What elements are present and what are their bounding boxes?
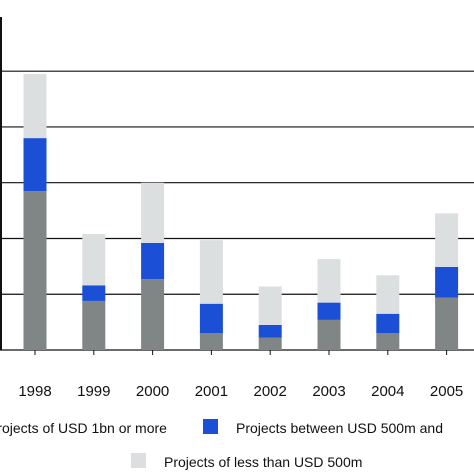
bar-1999-series-1 xyxy=(82,285,106,301)
bar-2001-series-0 xyxy=(199,333,223,350)
bar-2003-series-0 xyxy=(317,319,341,350)
bars xyxy=(23,73,459,350)
bar-1998-series-0 xyxy=(23,191,47,350)
bar-2005-series-2 xyxy=(435,213,459,267)
legend-swatch-1 xyxy=(203,419,218,434)
bar-1999-series-2 xyxy=(82,234,106,286)
legend-label-1: Projects between USD 500m and xyxy=(236,420,443,436)
x-tick-label-2004: 2004 xyxy=(371,383,404,400)
x-tick-labels: 1998 1999 2000 2001 2002 2003 2004 2005 xyxy=(18,350,463,400)
bar-2003-series-1 xyxy=(317,302,341,320)
bar-2005-series-0 xyxy=(435,297,459,350)
bar-2000-series-0 xyxy=(141,279,165,350)
bar-2000-series-2 xyxy=(141,182,165,243)
bar-2001-series-2 xyxy=(199,240,223,304)
x-tick-label-2002: 2002 xyxy=(254,383,287,400)
x-tick-label-2005: 2005 xyxy=(430,383,463,400)
bar-2004-series-2 xyxy=(376,275,400,314)
bar-2002-series-0 xyxy=(258,337,282,350)
legend: Projects of USD 1bn or more Projects betw… xyxy=(0,419,443,470)
legend-label-2: Projects of less than USD 500m xyxy=(164,454,362,470)
bar-2003-series-2 xyxy=(317,259,341,303)
x-tick-label-1998: 1998 xyxy=(18,383,51,400)
x-tick-label-2000: 2000 xyxy=(136,383,169,400)
x-tick-label-1999: 1999 xyxy=(77,383,110,400)
bar-2002-series-1 xyxy=(258,324,282,338)
bar-1998-series-2 xyxy=(23,73,47,139)
legend-label-0: Projects of USD 1bn or more xyxy=(0,420,167,436)
bar-2005-series-1 xyxy=(435,266,459,298)
bar-2004-series-1 xyxy=(376,313,400,334)
x-tick-label-2001: 2001 xyxy=(195,383,228,400)
bar-1999-series-0 xyxy=(82,300,106,350)
bar-2001-series-1 xyxy=(199,303,223,334)
x-tick-label-2003: 2003 xyxy=(312,383,345,400)
bar-2002-series-2 xyxy=(258,286,282,325)
legend-swatch-2 xyxy=(131,453,146,468)
bar-1998-series-1 xyxy=(23,138,47,192)
bar-2000-series-1 xyxy=(141,242,165,280)
gridlines xyxy=(0,17,474,351)
bar-2004-series-0 xyxy=(376,333,400,350)
